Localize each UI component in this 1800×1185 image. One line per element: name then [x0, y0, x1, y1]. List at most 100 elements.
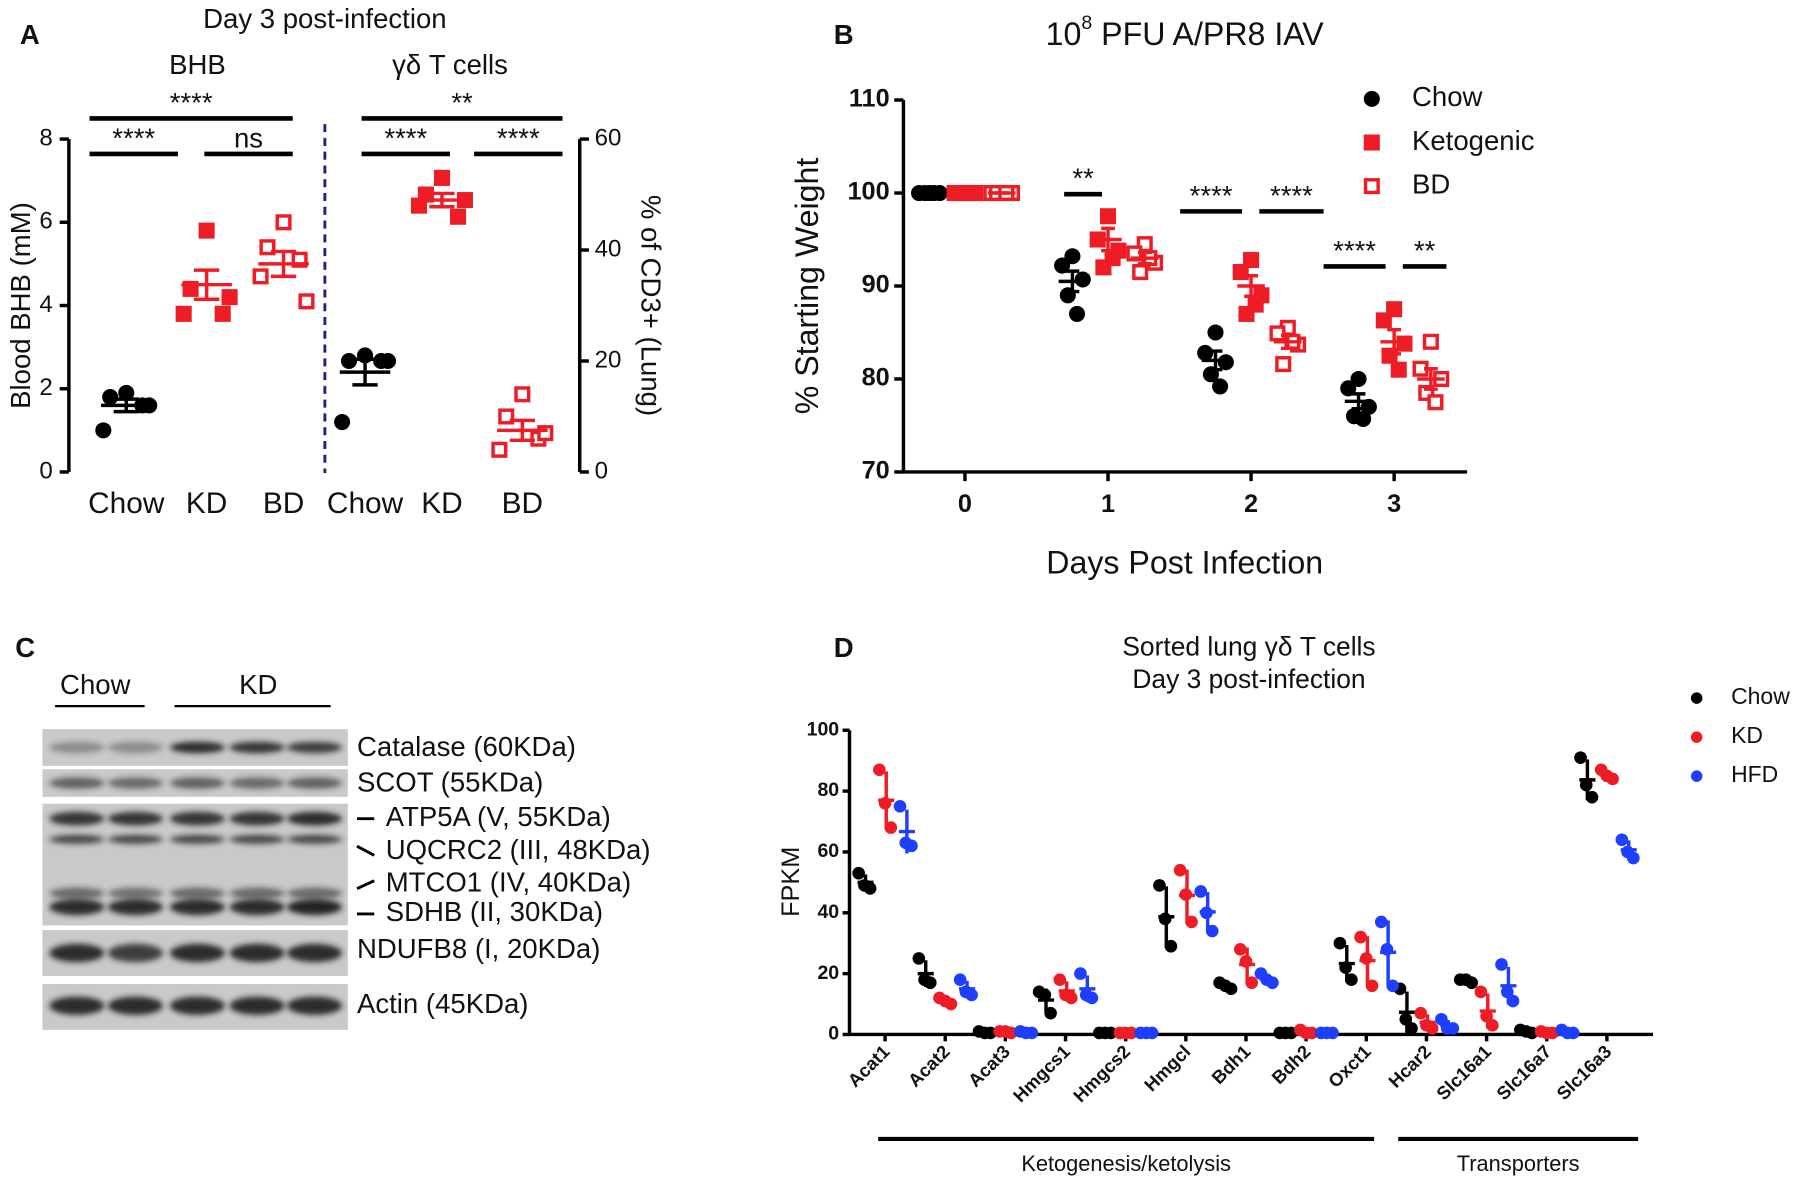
- x-tick-label: Chow: [327, 487, 404, 520]
- y-tick-label: 8: [39, 124, 52, 151]
- significance-label: ****: [170, 87, 213, 118]
- error-bar: [509, 418, 535, 443]
- title-part: PFU A/PR8 IAV: [1092, 16, 1324, 52]
- y-tick-label: 40: [817, 901, 839, 923]
- data-point: [1153, 879, 1166, 892]
- y2-tick-label: 60: [595, 124, 622, 151]
- blot-band: [49, 943, 105, 963]
- data-point: [1422, 333, 1439, 350]
- blot-band: [107, 834, 164, 844]
- y2-axis-label: % of CD3+ (Lung): [635, 195, 666, 416]
- blot-band: [49, 996, 105, 1015]
- band-label: Actin (45KDa): [357, 988, 528, 1019]
- x-tick-label: KD: [421, 487, 462, 520]
- data-point: [1427, 394, 1444, 411]
- legend-marker: [1690, 692, 1703, 704]
- y-tick-label: 100: [807, 718, 840, 740]
- data-point: [1217, 354, 1234, 371]
- panel-letter: D: [834, 632, 854, 663]
- data-point: [912, 952, 926, 965]
- legend-marker: [1363, 90, 1380, 107]
- x-tick-label: Slc16a7: [1492, 1041, 1555, 1104]
- significance-label: ****: [112, 122, 155, 153]
- band-label: Catalase (60KDa): [357, 731, 576, 762]
- significance-label: ****: [1190, 180, 1233, 211]
- data-point: [1099, 208, 1117, 225]
- band-label: SCOT (55KDa): [357, 766, 543, 797]
- significance-label: ****: [497, 122, 540, 153]
- data-point: [1396, 335, 1413, 352]
- x-tick-label: Hmgcs2: [1069, 1041, 1134, 1106]
- blot-band: [107, 777, 164, 789]
- data-point: [1333, 936, 1347, 950]
- data-point: [102, 389, 119, 406]
- title-part: 8: [1081, 12, 1092, 34]
- data-point: [852, 866, 865, 880]
- blot-band: [49, 777, 105, 789]
- data-point: [1574, 751, 1587, 764]
- blot-band: [169, 741, 225, 754]
- panel-letter: C: [15, 632, 35, 663]
- data-point: [1194, 885, 1208, 898]
- x-tick-label: Chow: [88, 487, 165, 520]
- blot-band: [107, 741, 164, 754]
- blot-band: [169, 899, 225, 916]
- x-tick-label: 3: [1387, 490, 1401, 518]
- significance-label: **: [451, 87, 473, 118]
- significance-label: ns: [234, 122, 263, 153]
- blot-band: [229, 811, 285, 826]
- x-tick-label: Hcar2: [1384, 1041, 1435, 1092]
- y2-tick-label: 20: [595, 346, 622, 373]
- data-point: [1435, 1012, 1448, 1026]
- data-point: [893, 799, 907, 813]
- blot-band: [286, 899, 343, 916]
- error-bar: [1351, 392, 1366, 411]
- data-point: [259, 239, 276, 256]
- legend-label: KD: [1731, 722, 1763, 748]
- data-point: [1269, 325, 1286, 342]
- data-point: [298, 293, 315, 310]
- error-bar: [1423, 367, 1438, 391]
- x-tick-label: KD: [186, 487, 227, 520]
- data-point: [221, 289, 238, 306]
- data-point: [1465, 976, 1478, 990]
- blot-band: [169, 777, 225, 789]
- data-point: [1375, 312, 1392, 329]
- blot-band: [229, 996, 285, 1015]
- data-point: [334, 413, 351, 431]
- blot-band: [49, 887, 105, 900]
- band-label: UQCRC2 (III, 48KDa): [386, 834, 651, 865]
- data-point: [95, 422, 112, 439]
- data-point: [214, 305, 231, 322]
- blot-band: [229, 887, 285, 900]
- data-point: [1207, 324, 1224, 341]
- x-tick-label: Acat3: [964, 1041, 1014, 1091]
- data-point: [1374, 915, 1388, 929]
- blot-band: [49, 811, 105, 826]
- error-bar: [429, 191, 455, 209]
- data-point: [1414, 1006, 1428, 1020]
- band-label: NDUFB8 (I, 20KDa): [357, 933, 600, 964]
- band-label: MTCO1 (IV, 40KDa): [386, 866, 631, 897]
- data-point: [1247, 296, 1264, 313]
- data-point: [1390, 361, 1407, 378]
- blot-band: [169, 887, 225, 900]
- data-point: [275, 214, 292, 231]
- blot-band: [107, 899, 164, 916]
- data-point: [1275, 356, 1292, 373]
- data-point: [1074, 271, 1091, 288]
- y-tick-label: 6: [39, 208, 52, 235]
- data-point: [1197, 344, 1214, 361]
- error-bar: [270, 249, 297, 279]
- x-tick-label: 0: [958, 490, 972, 518]
- y-axis-label: % Starting Weight: [789, 158, 825, 415]
- subtitle: BHB: [169, 49, 226, 80]
- x-tick-label: Slc16a1: [1432, 1041, 1495, 1104]
- significance-label: **: [1072, 163, 1094, 194]
- legend-label: Ketogenic: [1412, 125, 1535, 156]
- data-point: [1354, 930, 1367, 944]
- legend-label: HFD: [1731, 761, 1778, 787]
- blot-band: [169, 996, 225, 1015]
- error-bar: [113, 397, 139, 414]
- title-part: 10: [1046, 16, 1082, 52]
